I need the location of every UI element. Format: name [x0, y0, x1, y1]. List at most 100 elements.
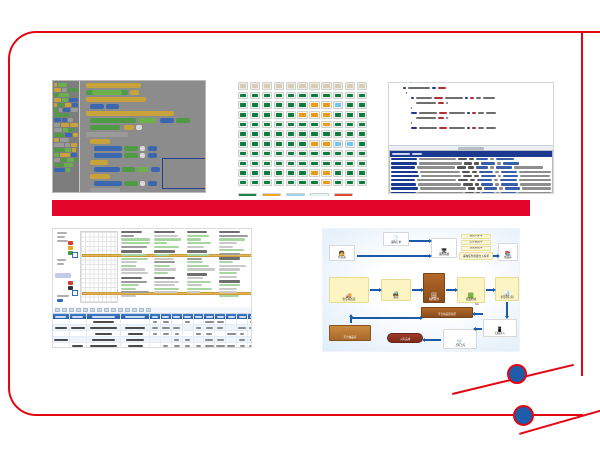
sidebar-chip[interactable] — [57, 259, 66, 261]
table-cell[interactable] — [194, 325, 205, 330]
gantt-grid[interactable] — [72, 231, 251, 303]
code-block[interactable] — [140, 153, 145, 158]
status-cell-green[interactable] — [333, 178, 344, 187]
status-cell-green[interactable] — [297, 140, 308, 148]
table-header-cell[interactable] — [226, 314, 238, 319]
palette-chip[interactable] — [54, 118, 61, 122]
table-header-cell[interactable] — [150, 314, 161, 319]
status-cell-green[interactable] — [309, 120, 320, 129]
flow-node-n14[interactable]: 🟩 质量检验 — [457, 277, 485, 303]
status-cell-green[interactable] — [238, 91, 249, 100]
status-cell-green[interactable] — [273, 91, 284, 100]
table-header-cell[interactable] — [70, 314, 87, 319]
status-cell-green[interactable] — [273, 130, 284, 139]
panel-blocks-editor[interactable] — [52, 80, 206, 193]
palette-block-row[interactable] — [54, 103, 78, 107]
status-cell-green[interactable] — [356, 178, 368, 187]
status-cell-head[interactable] — [321, 82, 332, 90]
table-row[interactable] — [53, 343, 251, 347]
status-cell-green[interactable] — [356, 130, 368, 139]
code-block[interactable] — [151, 167, 160, 172]
gantt-node[interactable] — [72, 252, 78, 258]
table-cell[interactable] — [70, 331, 87, 336]
palette-chip[interactable] — [59, 153, 70, 157]
table-cell[interactable] — [204, 325, 216, 330]
status-cell-green[interactable] — [261, 111, 273, 119]
table-cell[interactable] — [121, 325, 151, 330]
palette-chip[interactable] — [71, 148, 77, 152]
palette-chip[interactable] — [54, 168, 65, 172]
console-log-row[interactable] — [391, 178, 551, 182]
code-block[interactable] — [90, 139, 110, 144]
table-cell[interactable] — [87, 325, 122, 330]
table-cell[interactable] — [204, 331, 216, 336]
code-block[interactable] — [148, 181, 157, 186]
console-log-row[interactable] — [391, 191, 551, 193]
table-header-cell[interactable] — [248, 314, 251, 319]
table-row[interactable] — [53, 337, 251, 343]
palette-block-row[interactable] — [54, 153, 78, 157]
status-cell-green[interactable] — [238, 130, 249, 139]
code-block[interactable] — [124, 153, 138, 158]
table-cell[interactable] — [215, 331, 227, 336]
status-cell-green[interactable] — [238, 120, 249, 129]
status-cell-orange[interactable] — [321, 120, 332, 129]
status-cell-green[interactable] — [333, 130, 344, 139]
status-cell-green[interactable] — [297, 91, 308, 100]
table-cell[interactable] — [161, 319, 172, 324]
console-log-rows[interactable] — [390, 157, 552, 193]
table-cell[interactable] — [161, 337, 172, 342]
flow-node-n4[interactable]: 退货入库单 — [461, 234, 491, 239]
palette-chip[interactable] — [69, 98, 78, 102]
status-cell-green[interactable] — [356, 101, 368, 109]
flow-node-n1[interactable]: 📄 采购订单 — [383, 232, 409, 246]
status-cell-green[interactable] — [285, 149, 296, 158]
status-cell-green[interactable] — [249, 149, 261, 158]
console-log-row[interactable] — [391, 166, 551, 169]
palette-chip[interactable] — [65, 148, 71, 152]
palette-chip[interactable] — [69, 123, 78, 127]
status-cell-green[interactable] — [285, 140, 296, 148]
table-cell[interactable] — [248, 325, 251, 330]
table-cell[interactable] — [183, 337, 194, 342]
status-cell-green[interactable] — [261, 149, 273, 158]
panel-flow-diagram[interactable]: 📄 采购订单 🧑 供应商 🖥 采购系统 退货入库单 出库退货单 到货通知单 采购任务单建立入库单 📚… — [322, 228, 520, 352]
palette-chip[interactable] — [58, 83, 67, 87]
table-header-cell[interactable] — [194, 314, 205, 319]
table-cell[interactable] — [248, 331, 251, 336]
table-cell[interactable] — [150, 331, 161, 336]
status-cell-head[interactable] — [356, 82, 368, 90]
status-grid-rows[interactable] — [238, 82, 384, 187]
table-cell[interactable] — [183, 343, 194, 347]
code-editor-area[interactable] — [389, 83, 553, 146]
table-header-cell[interactable] — [87, 314, 122, 319]
status-cell-green[interactable] — [333, 159, 344, 168]
status-cell-orange[interactable] — [309, 140, 320, 148]
palette-chip[interactable] — [54, 123, 61, 127]
console-log-row[interactable] — [391, 162, 551, 165]
status-cell-green[interactable] — [238, 159, 249, 168]
status-cell-green[interactable] — [249, 111, 261, 119]
status-cell-green[interactable] — [273, 169, 284, 177]
palette-block-row[interactable] — [54, 168, 78, 172]
code-block[interactable] — [124, 125, 134, 130]
status-cell-head[interactable] — [309, 82, 320, 90]
status-cell-green[interactable] — [345, 101, 356, 109]
code-block[interactable] — [90, 174, 110, 179]
table-cell[interactable] — [237, 325, 249, 330]
flow-node-n17[interactable]: 🛒 上架上库 — [443, 329, 477, 349]
code-block[interactable] — [90, 125, 120, 130]
code-block[interactable] — [94, 153, 122, 158]
table-cell[interactable] — [215, 337, 227, 342]
status-cell-green[interactable] — [297, 130, 308, 139]
table-cell[interactable] — [237, 331, 249, 336]
toolbar-icon[interactable] — [76, 308, 81, 312]
status-cell-green[interactable] — [249, 140, 261, 148]
status-cell-green[interactable] — [273, 120, 284, 129]
sidebar-chip[interactable] — [68, 251, 73, 255]
palette-chip[interactable] — [74, 158, 78, 162]
status-cell-green[interactable] — [261, 91, 273, 100]
status-cell-green[interactable] — [356, 149, 368, 158]
status-cell-green[interactable] — [285, 91, 296, 100]
code-block[interactable] — [106, 104, 119, 109]
